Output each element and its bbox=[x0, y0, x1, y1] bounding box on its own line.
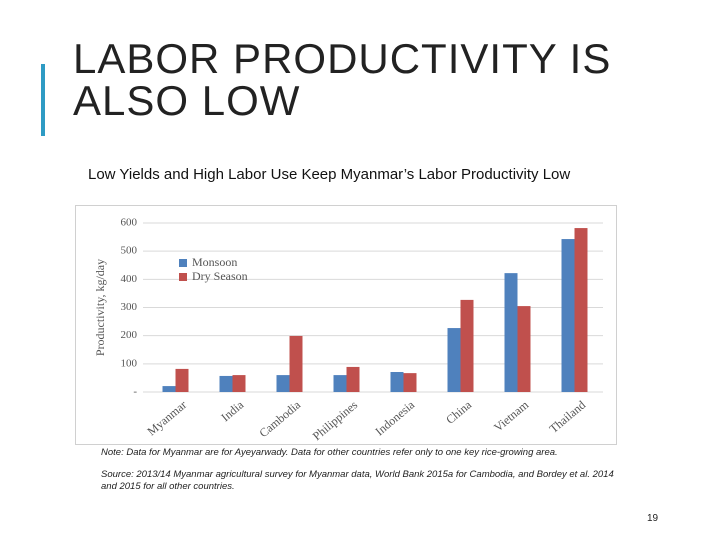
bar bbox=[460, 299, 474, 392]
bar bbox=[517, 306, 531, 392]
notes: Note: Data for Myanmar are for Ayeyarwad… bbox=[101, 447, 621, 493]
bar bbox=[390, 372, 404, 392]
bar bbox=[219, 375, 233, 392]
bar bbox=[504, 273, 518, 392]
bar bbox=[447, 328, 461, 392]
bar bbox=[276, 375, 290, 392]
bar bbox=[162, 386, 176, 392]
y-axis-title: Productivity, kg/day bbox=[93, 259, 107, 356]
chart: - 100 200 300 400 500 600 Productivity, kg/day M… bbox=[75, 205, 617, 445]
accent-bar bbox=[41, 64, 45, 136]
chart-title: Low Yields and High Labor Use Keep Myanm… bbox=[88, 166, 571, 183]
legend-swatch bbox=[179, 273, 187, 281]
y-tick-label: 600 bbox=[121, 217, 138, 229]
bar bbox=[403, 373, 417, 392]
slide-title: LABOR PRODUCTIVITY IS ALSO LOW bbox=[73, 35, 612, 124]
bar bbox=[574, 228, 588, 392]
bar bbox=[346, 366, 360, 392]
legend-label: Dry Season bbox=[192, 269, 248, 283]
y-tick-label: 100 bbox=[121, 357, 138, 369]
source: Source: 2013/14 Myanmar agricultural sur… bbox=[101, 469, 614, 492]
bar bbox=[232, 375, 246, 392]
y-tick-label: 300 bbox=[121, 301, 138, 313]
page-number: 19 bbox=[647, 513, 659, 524]
y-tick-label: - bbox=[133, 386, 137, 398]
bar bbox=[561, 239, 575, 392]
bar bbox=[289, 335, 303, 392]
note: Note: Data for Myanmar are for Ayeyarwad… bbox=[101, 447, 558, 458]
y-tick-label: 500 bbox=[121, 245, 138, 257]
y-tick-label: 200 bbox=[121, 329, 138, 341]
bar bbox=[333, 375, 347, 392]
y-tick-label: 400 bbox=[121, 273, 138, 285]
legend-swatch bbox=[179, 259, 187, 267]
bar bbox=[175, 368, 189, 392]
legend-label: Monsoon bbox=[192, 255, 237, 269]
